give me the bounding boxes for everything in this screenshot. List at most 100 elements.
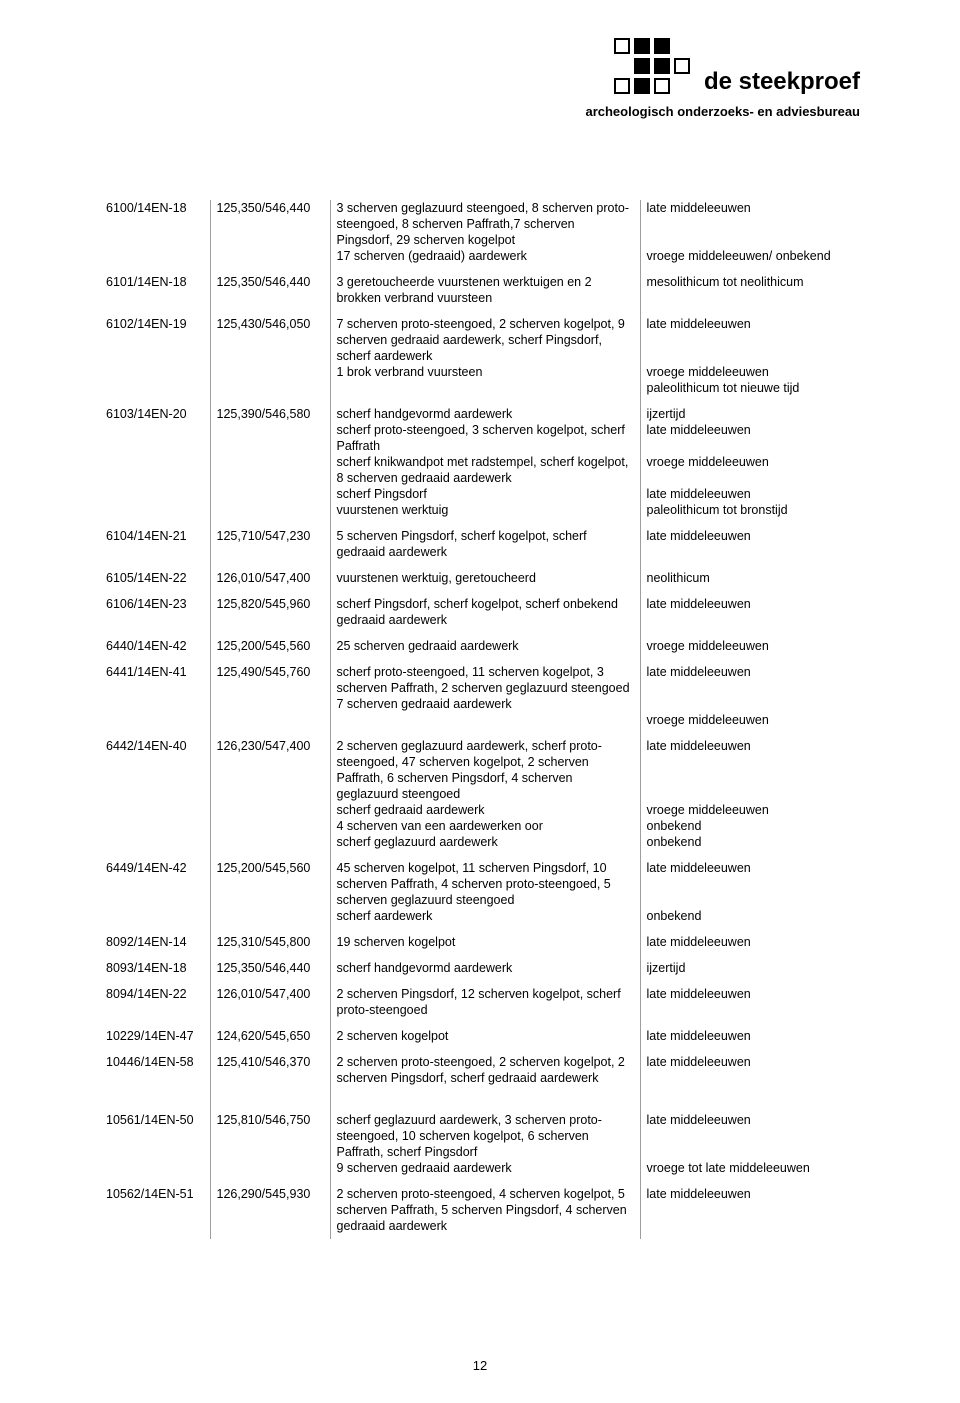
desc-line: 25 scherven gedraaid aardewerk	[337, 638, 634, 654]
page-number: 12	[0, 1358, 960, 1373]
cell-description: 3 scherven geglazuurd steengoed, 8 scher…	[330, 200, 640, 269]
cell-coord: 125,200/545,560	[210, 855, 330, 929]
table-row: 6441/14EN-41125,490/545,760scherf proto-…	[100, 659, 860, 733]
cell-dating: late middeleeuwen	[640, 523, 860, 565]
cell-id: 6103/14EN-20	[100, 401, 210, 523]
date-line: late middeleeuwen	[647, 1054, 855, 1070]
date-line: late middeleeuwen	[647, 596, 855, 612]
cell-id: 10446/14EN-58	[100, 1049, 210, 1107]
cell-id: 6105/14EN-22	[100, 565, 210, 591]
table-row: 10229/14EN-47124,620/545,650 2 scherven k…	[100, 1023, 860, 1049]
desc-line: 2 scherven kogelpot	[337, 1028, 634, 1044]
cell-dating: vroege middeleeuwen	[640, 633, 860, 659]
cell-id: 6449/14EN-42	[100, 855, 210, 929]
table-row: 6442/14EN-40126,230/547,4002 scherven ge…	[100, 733, 860, 855]
cell-id: 10562/14EN-51	[100, 1181, 210, 1239]
cell-coord: 126,290/545,930	[210, 1181, 330, 1239]
cell-id: 6106/14EN-23	[100, 591, 210, 633]
date-line: neolithicum	[647, 570, 855, 586]
spacer	[647, 348, 855, 364]
desc-line: 45 scherven kogelpot, 11 scherven Pingsd…	[337, 860, 634, 908]
spacer	[647, 232, 855, 248]
desc-line: 17 scherven (gedraaid) aardewerk	[337, 248, 634, 264]
cell-id: 8094/14EN-22	[100, 981, 210, 1023]
cell-description: scherf proto-steengoed, 11 scherven koge…	[330, 659, 640, 733]
date-line: paleolithicum tot nieuwe tijd	[647, 380, 855, 396]
spacer	[647, 696, 855, 712]
spacer	[647, 438, 855, 454]
cell-coord: 124,620/545,650	[210, 1023, 330, 1049]
cell-coord: 126,010/547,400	[210, 981, 330, 1023]
brand-name: de steekproef	[704, 68, 860, 96]
cell-description: scherf handgevormd aardewerkscherf proto…	[330, 401, 640, 523]
date-line: vroege middeleeuwen/ onbekend	[647, 248, 855, 264]
desc-line: scherf Pingsdorf	[337, 486, 634, 502]
cell-coord: 125,430/546,050	[210, 311, 330, 401]
desc-line: 2 scherven proto-steengoed, 2 scherven k…	[337, 1054, 634, 1086]
logo-area: de steekproef archeologisch onderzoeks- …	[585, 36, 860, 119]
date-line: late middeleeuwen	[647, 200, 855, 216]
date-line: late middeleeuwen	[647, 1186, 855, 1202]
cell-coord: 125,310/545,800	[210, 929, 330, 955]
cell-id: 6100/14EN-18	[100, 200, 210, 269]
cell-dating: late middeleeuwen vroege tot late middel…	[640, 1107, 860, 1181]
brand-subtitle: archeologisch onderzoeks- en adviesburea…	[585, 104, 860, 119]
cell-dating: late middeleeuwen	[640, 1049, 860, 1107]
date-line: vroege middeleeuwen	[647, 638, 855, 654]
spacer	[647, 1218, 855, 1234]
table-row: 6101/14EN-18125,350/546,4403 geretouchee…	[100, 269, 860, 311]
cell-id: 6104/14EN-21	[100, 523, 210, 565]
desc-line: scherf aardewerk	[337, 908, 634, 924]
cell-dating: mesolithicum tot neolithicum	[640, 269, 860, 311]
spacer	[647, 786, 855, 802]
spacer	[647, 612, 855, 628]
desc-line: 7 scherven proto-steengoed, 2 scherven k…	[337, 316, 634, 348]
cell-description: 2 scherven geglazuurd aardewerk, scherf …	[330, 733, 640, 855]
cell-description: scherf geglazuurd aardewerk, 3 scherven …	[330, 1107, 640, 1181]
table-row: 6105/14EN-22126,010/547,400vuurstenen we…	[100, 565, 860, 591]
table-row: 8093/14EN-18125,350/546,440scherf handge…	[100, 955, 860, 981]
desc-line: 2 scherven Pingsdorf, 12 scherven kogelp…	[337, 986, 634, 1018]
spacer	[647, 770, 855, 786]
desc-line: 2 scherven proto-steengoed, 4 scherven k…	[337, 1186, 634, 1234]
cell-id: 6101/14EN-18	[100, 269, 210, 311]
desc-line: scherf handgevormd aardewerk	[337, 960, 634, 976]
table-content: 6100/14EN-18125,350/546,4403 scherven ge…	[100, 200, 860, 1239]
cell-id: 6441/14EN-41	[100, 659, 210, 733]
spacer	[647, 216, 855, 232]
desc-line: 2 scherven geglazuurd aardewerk, scherf …	[337, 738, 634, 802]
date-line: vroege middeleeuwen	[647, 712, 855, 728]
cell-id: 6442/14EN-40	[100, 733, 210, 855]
spacer	[647, 1202, 855, 1218]
desc-line: 3 scherven geglazuurd steengoed, 8 scher…	[337, 200, 634, 248]
desc-line: 5 scherven Pingsdorf, scherf kogelpot, s…	[337, 528, 634, 560]
desc-line: scherf proto-steengoed, 3 scherven kogel…	[337, 422, 634, 454]
cell-coord: 126,230/547,400	[210, 733, 330, 855]
desc-line: scherf proto-steengoed, 11 scherven koge…	[337, 664, 634, 696]
spacer	[647, 754, 855, 770]
table-row: 6440/14EN-42125,200/545,56025 scherven g…	[100, 633, 860, 659]
findings-table: 6100/14EN-18125,350/546,4403 scherven ge…	[100, 200, 860, 1239]
table-row: 6106/14EN-23125,820/545,960scherf Pingsd…	[100, 591, 860, 633]
cell-description: 2 scherven kogelpot	[330, 1023, 640, 1049]
date-line: late middeleeuwen	[647, 528, 855, 544]
cell-description: 45 scherven kogelpot, 11 scherven Pingsd…	[330, 855, 640, 929]
cell-description: 7 scherven proto-steengoed, 2 scherven k…	[330, 311, 640, 401]
cell-description: scherf Pingsdorf, scherf kogelpot, scher…	[330, 591, 640, 633]
document-page: de steekproef archeologisch onderzoeks- …	[0, 0, 960, 1403]
date-line: late middeleeuwen	[647, 422, 855, 438]
date-line: ijzertijd	[647, 960, 855, 976]
cell-dating: late middeleeuwen	[640, 1181, 860, 1239]
date-line: onbekend	[647, 834, 855, 850]
desc-line: scherf geglazuurd aardewerk	[337, 834, 634, 850]
date-line: onbekend	[647, 908, 855, 924]
table-row: 6103/14EN-20125,390/546,580scherf handge…	[100, 401, 860, 523]
desc-line: vuurstenen werktuig	[337, 502, 634, 518]
spacer	[647, 892, 855, 908]
spacer	[647, 1144, 855, 1160]
cell-coord: 125,810/546,750	[210, 1107, 330, 1181]
desc-line: scherf knikwandpot met radstempel, scher…	[337, 454, 634, 486]
cell-dating: late middeleeuwen	[640, 929, 860, 955]
desc-line: scherf aardewerk	[337, 348, 634, 364]
cell-id: 10229/14EN-47	[100, 1023, 210, 1049]
